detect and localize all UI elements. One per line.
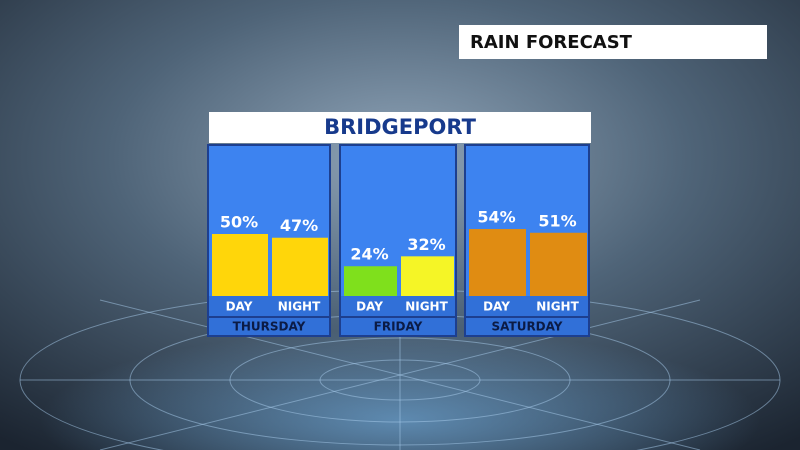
- category-label: DAY: [356, 300, 383, 314]
- label-strip: [209, 296, 329, 316]
- value-label: 54%: [477, 208, 515, 227]
- value-label: 32%: [407, 235, 445, 254]
- group-label: FRIDAY: [374, 320, 423, 334]
- label-strip: [466, 296, 588, 316]
- bar: [344, 266, 397, 296]
- group-label: SATURDAY: [492, 320, 563, 334]
- subtitle-box: [209, 112, 591, 143]
- subtitle: BRIDGEPORT: [324, 115, 476, 139]
- value-label: 24%: [350, 245, 388, 264]
- bar: [469, 229, 526, 296]
- category-label: NIGHT: [405, 300, 448, 314]
- label-strip: [341, 296, 455, 316]
- title: RAIN FORECAST: [470, 32, 633, 53]
- value-label: 47%: [280, 216, 318, 235]
- radar: [19, 289, 781, 450]
- title-box: [459, 25, 767, 59]
- category-label: DAY: [483, 300, 510, 314]
- group-label: THURSDAY: [233, 320, 306, 334]
- category-label: DAY: [226, 300, 253, 314]
- category-label: NIGHT: [278, 300, 321, 314]
- day-strip: [466, 318, 588, 335]
- bar: [212, 234, 268, 296]
- day-strip: [209, 318, 329, 335]
- bar: [272, 237, 328, 296]
- value-label: 50%: [220, 213, 258, 232]
- category-label: NIGHT: [536, 300, 579, 314]
- bar: [401, 256, 454, 296]
- bar: [530, 232, 587, 296]
- day-strip: [341, 318, 455, 335]
- value-label: 51%: [538, 211, 576, 230]
